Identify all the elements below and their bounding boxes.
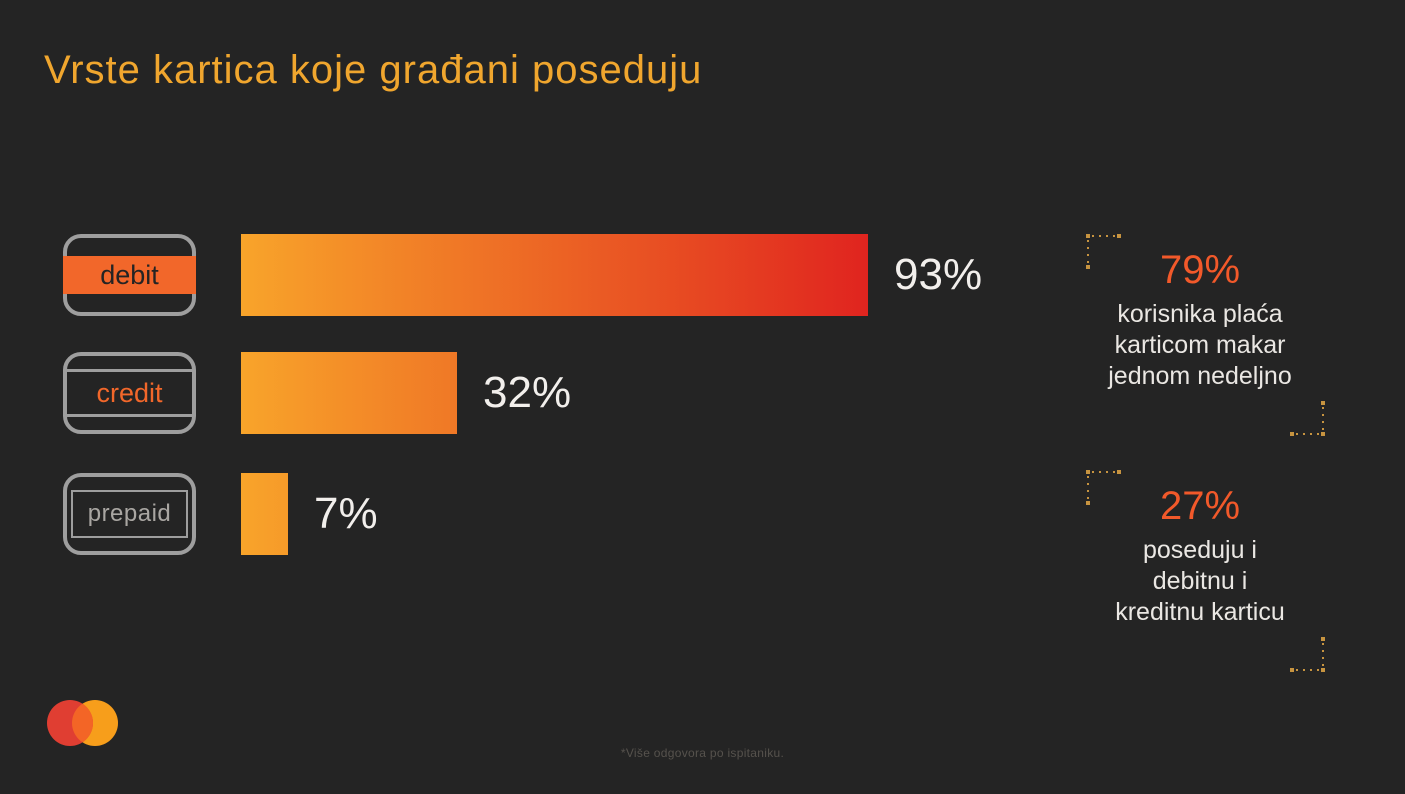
chart-row-debit: debit 93%	[63, 234, 982, 316]
prepaid-card-label: prepaid	[71, 490, 188, 538]
stat-value: 27%	[1159, 484, 1241, 528]
stat-text-line: kreditnu karticu	[1115, 598, 1285, 626]
credit-card-bottom-line	[67, 414, 192, 417]
chart-row-prepaid: prepaid 7%	[63, 473, 378, 555]
credit-card-icon: credit	[63, 352, 196, 434]
credit-card-label: credit	[96, 377, 163, 408]
bar-value-prepaid: 7%	[314, 489, 378, 538]
chart-row-credit: credit 32%	[63, 352, 571, 434]
footnote: *Više odgovora po ispitaniku.	[620, 746, 785, 760]
dotted-corner-bottom-right-icon	[1290, 401, 1325, 436]
stat-text: poseduju i debitnu i kreditnu karticu	[1075, 535, 1325, 628]
stat-text-line: debitnu i	[1152, 567, 1248, 595]
stat-text-line: karticom makar	[1114, 331, 1286, 359]
mastercard-logo	[47, 700, 118, 746]
bar-prepaid	[241, 473, 288, 555]
debit-card-label: debit	[63, 256, 196, 294]
credit-card-top-line	[67, 369, 192, 372]
prepaid-card-icon: prepaid	[63, 473, 196, 555]
page-title: Vrste kartica koje građani poseduju	[44, 48, 703, 92]
bar-value-debit: 93%	[894, 250, 983, 299]
bar-track-prepaid: 7%	[241, 473, 378, 555]
dotted-corner-top-left-icon	[1086, 234, 1121, 269]
dotted-corner-bottom-right-icon	[1290, 637, 1325, 672]
stat-block-debit-and-credit: 27% poseduju i debitnu i kreditnu kartic…	[1075, 470, 1325, 672]
stat-text-line: poseduju i	[1143, 536, 1257, 564]
dotted-corner-top-left-icon	[1086, 470, 1121, 505]
bar-track-credit: 32%	[241, 352, 571, 434]
stat-text-line: korisnika plaća	[1117, 300, 1283, 328]
stat-text-line: jednom nedeljno	[1108, 362, 1292, 390]
debit-card-icon: debit	[63, 234, 196, 316]
bar-value-credit: 32%	[483, 368, 572, 417]
stat-value: 79%	[1159, 248, 1241, 292]
bar-debit	[241, 234, 868, 316]
bar-credit	[241, 352, 457, 434]
stat-block-weekly-usage: 79% korisnika plaća karticom makar jedno…	[1075, 234, 1325, 436]
bar-track-debit: 93%	[241, 234, 982, 316]
stat-text: korisnika plaća karticom makar jednom ne…	[1075, 299, 1325, 392]
